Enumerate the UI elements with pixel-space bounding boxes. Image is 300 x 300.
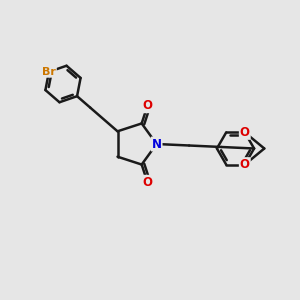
Text: O: O	[240, 158, 250, 171]
Text: O: O	[142, 176, 152, 189]
Text: O: O	[240, 126, 250, 139]
Text: O: O	[142, 99, 152, 112]
Text: Br: Br	[42, 67, 56, 77]
Text: N: N	[152, 137, 162, 151]
